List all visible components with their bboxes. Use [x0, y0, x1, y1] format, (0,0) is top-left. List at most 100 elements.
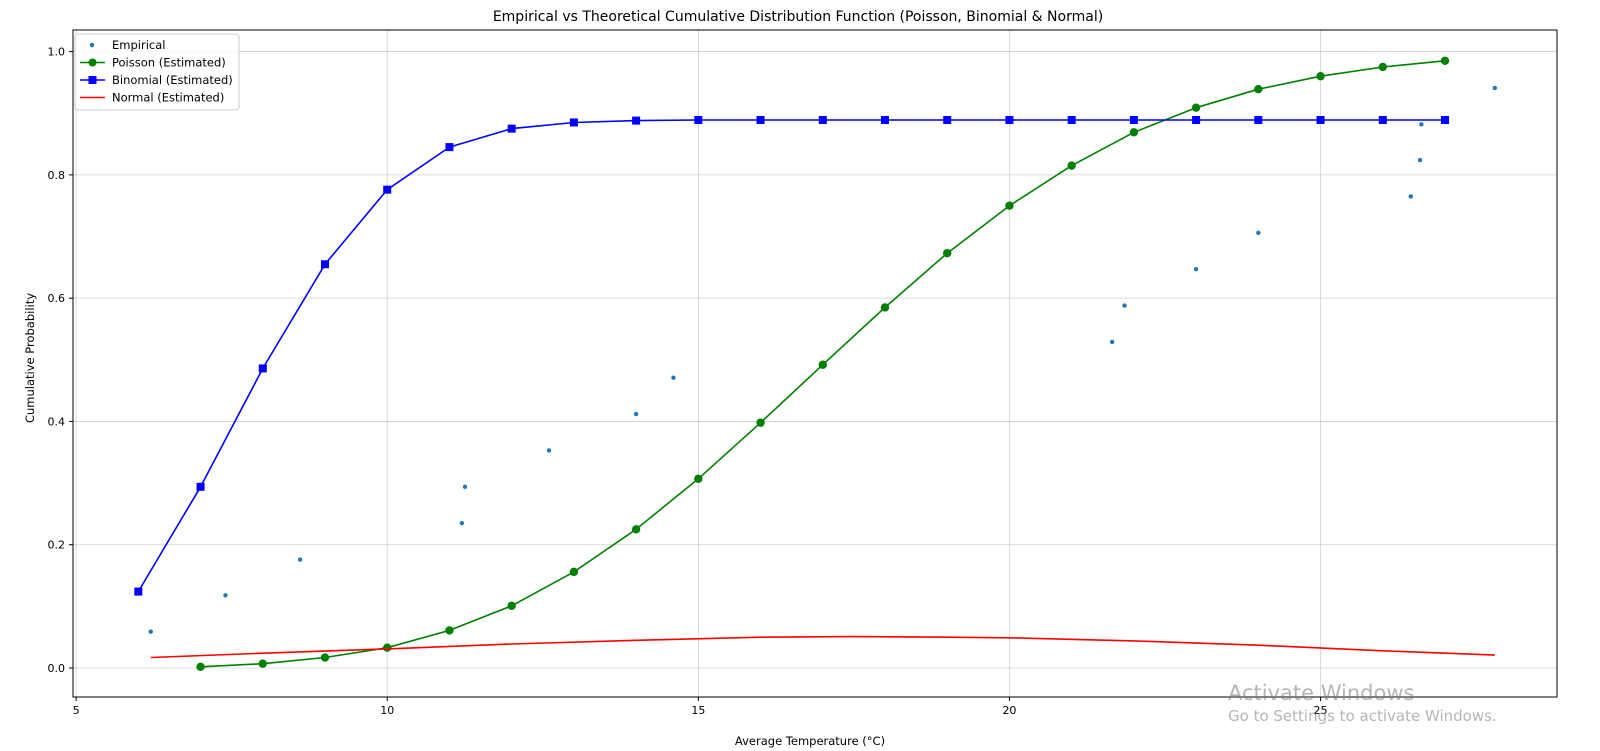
- poisson-estimated-point: [1440, 56, 1450, 66]
- poisson-estimated-point: [818, 360, 827, 369]
- binomial-estimated-point: [1441, 116, 1449, 125]
- binomial-estimated-point: [196, 482, 205, 491]
- binomial-estimated-point: [383, 185, 392, 194]
- empirical-series: [148, 85, 1497, 634]
- poisson-estimated-point: [569, 567, 579, 577]
- y-axis-title: Cumulative Probability: [23, 293, 37, 423]
- poisson-estimated-point: [694, 474, 703, 483]
- series-layer: [134, 56, 1497, 671]
- binomial-estimated-point: [445, 143, 454, 152]
- binomial-estimated-point: [1005, 116, 1014, 125]
- empirical-point: [1256, 230, 1261, 236]
- empirical-point: [462, 484, 468, 489]
- legend-marker-binomial-estimated: [88, 76, 97, 84]
- binomial-estimated-point: [569, 118, 578, 127]
- poisson-estimated-point: [445, 626, 454, 635]
- activate-windows-watermark: Activate Windows Go to Settings to activ…: [1228, 680, 1497, 726]
- legend-box: [74, 33, 240, 111]
- watermark-subtitle: Go to Settings to activate Windows.: [1228, 707, 1497, 725]
- binomial-estimated-point: [1378, 116, 1387, 125]
- normal-estimated-series: [150, 635, 1495, 659]
- legend-entry-empirical: Empirical: [89, 38, 165, 52]
- normal-estimated-line: [150, 635, 1495, 659]
- poisson-estimated-point: [1378, 62, 1387, 72]
- empirical-point: [1419, 122, 1424, 127]
- poisson-estimated-series: [196, 56, 1450, 671]
- binomial-estimated-series: [134, 116, 1449, 596]
- poisson-estimated-point: [1129, 128, 1139, 137]
- poisson-estimated-point: [1067, 161, 1076, 170]
- binomial-estimated-point: [1129, 116, 1138, 125]
- x-tick-label: 10: [380, 704, 394, 717]
- x-tick-label: 15: [691, 704, 705, 717]
- legend-entry-poisson-estimated: Poisson (Estimated): [80, 56, 226, 70]
- legend-label-normal-estimated: Normal (Estimated): [112, 91, 224, 105]
- y-tick-label: 0.8: [48, 169, 66, 182]
- poisson-estimated-point: [1254, 84, 1263, 94]
- poisson-estimated-point: [943, 248, 952, 258]
- empirical-point: [297, 557, 303, 562]
- poisson-estimated-point: [258, 659, 267, 668]
- legend-entry-binomial-estimated: Binomial (Estimated): [80, 73, 233, 87]
- binomial-estimated-point: [756, 116, 765, 125]
- legend: Empirical Poisson (Estimated) Binomial (Es…: [74, 33, 240, 111]
- binomial-estimated-point: [943, 116, 952, 125]
- poisson-estimated-point: [1191, 103, 1201, 112]
- poisson-estimated-point: [383, 643, 392, 652]
- legend-marker-poisson-estimated: [88, 58, 97, 67]
- grid-lines: [73, 30, 1557, 697]
- y-tick-label: 1.0: [48, 46, 66, 59]
- y-tick-label: 0.4: [48, 415, 66, 428]
- poisson-estimated-point: [1316, 72, 1325, 81]
- axis-ticks: 5 10 15 20 25 0.0 0.2 0.4 0.6 0.8 1.0: [48, 46, 1328, 717]
- x-tick-label: 20: [1002, 704, 1016, 717]
- binomial-estimated-point: [1192, 116, 1201, 125]
- y-tick-label: 0.0: [48, 662, 66, 675]
- empirical-point: [1492, 85, 1497, 91]
- legend-entry-normal-estimated: Normal (Estimated): [80, 91, 224, 105]
- empirical-point: [1417, 157, 1423, 163]
- legend-label-poisson-estimated: Poisson (Estimated): [112, 56, 226, 70]
- empirical-point: [1122, 303, 1127, 308]
- y-tick-label: 0.6: [48, 292, 66, 305]
- binomial-estimated-point: [1254, 116, 1263, 125]
- x-axis-title: Average Temperature (°C): [735, 734, 885, 748]
- binomial-estimated-point: [258, 364, 267, 373]
- empirical-point: [546, 448, 552, 453]
- y-tick-label: 0.2: [48, 539, 66, 552]
- binomial-estimated-point: [321, 260, 329, 269]
- legend-swatch-empirical: [89, 42, 95, 48]
- empirical-point: [1193, 266, 1199, 272]
- legend-label-empirical: Empirical: [112, 38, 165, 52]
- empirical-point: [148, 629, 153, 634]
- binomial-estimated-point: [1316, 116, 1325, 125]
- binomial-estimated-point: [134, 587, 143, 596]
- empirical-point: [223, 593, 228, 598]
- empirical-point: [459, 520, 465, 526]
- poisson-estimated-point: [631, 525, 641, 534]
- binomial-estimated-point: [881, 116, 889, 125]
- poisson-estimated-point: [880, 303, 890, 312]
- binomial-estimated-point: [1067, 116, 1076, 125]
- plot-frame: [72, 29, 1558, 698]
- chart-title: Empirical vs Theoretical Cumulative Dist…: [493, 9, 1103, 25]
- watermark-title: Activate Windows: [1228, 681, 1415, 705]
- empirical-point: [671, 375, 676, 380]
- binomial-estimated-point: [694, 116, 703, 125]
- binomial-estimated-point: [507, 124, 516, 133]
- x-tick-label: 5: [73, 704, 80, 717]
- x-tick-label: 25: [1314, 704, 1328, 717]
- empirical-point: [633, 411, 639, 417]
- empirical-point: [1408, 194, 1413, 199]
- binomial-estimated-line: [137, 119, 1445, 593]
- poisson-estimated-point: [756, 418, 765, 427]
- legend-label-binomial-estimated: Binomial (Estimated): [112, 73, 233, 87]
- poisson-estimated-point: [196, 662, 205, 671]
- binomial-estimated-point: [632, 116, 641, 125]
- poisson-estimated-point: [507, 601, 516, 610]
- poisson-estimated-point: [1005, 201, 1014, 210]
- poisson-estimated-point: [320, 653, 330, 662]
- binomial-estimated-point: [818, 116, 827, 125]
- empirical-point: [1109, 339, 1115, 345]
